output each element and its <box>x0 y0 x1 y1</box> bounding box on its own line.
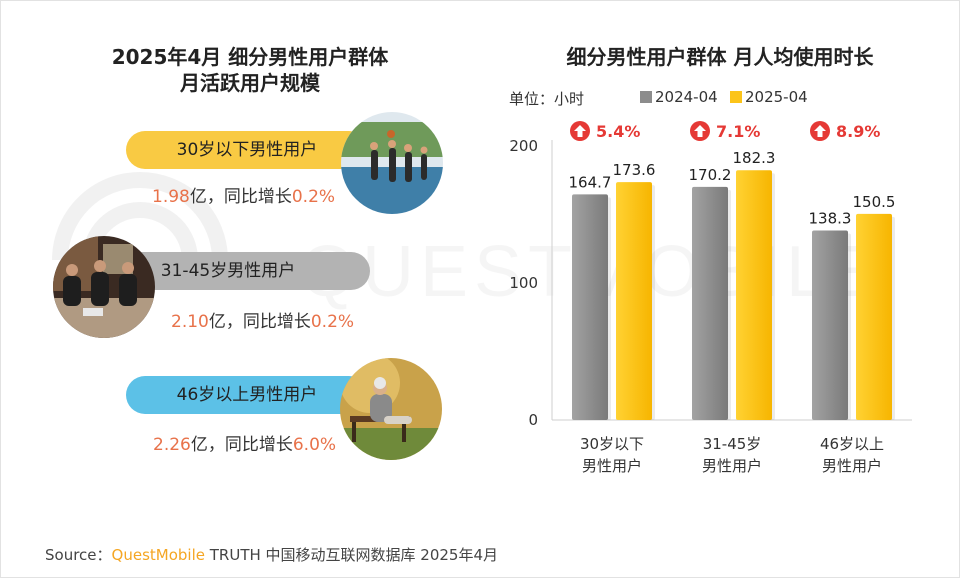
growth-arrow-icon <box>814 125 826 137</box>
business-meeting-photo <box>53 236 155 338</box>
source-note: Source：QuestMobile TRUTH 中国移动互联网数据库 2025… <box>45 544 498 565</box>
data-label: 170.2 <box>689 166 732 184</box>
x-tick-label: 31-45岁 <box>703 435 762 453</box>
mau-growth: 0.2% <box>291 187 336 207</box>
chart-title: 细分男性用户群体 月人均使用时长 <box>566 45 874 69</box>
mau-unit-text: 亿，同比增长 <box>189 187 292 207</box>
mau-growth: 0.2% <box>310 312 355 332</box>
y-tick-label: 0 <box>528 411 538 429</box>
group-pill-under30: 30岁以下男性用户 <box>126 131 368 169</box>
legend-label: 2024-04 <box>655 88 718 106</box>
group-stat-over46: 2.26亿，同比增长6.0% <box>153 434 336 456</box>
data-label: 182.3 <box>733 149 776 167</box>
data-label: 164.7 <box>569 173 612 191</box>
legend-swatch <box>730 91 742 103</box>
y-tick-label: 100 <box>509 274 538 292</box>
mau-value: 2.26 <box>153 435 191 455</box>
source-prefix: Source： <box>45 546 112 564</box>
mau-value: 2.10 <box>171 312 209 332</box>
x-tick-label: 46岁以上 <box>820 435 884 453</box>
mau-growth: 6.0% <box>292 435 337 455</box>
group-stat-31-45: 2.10亿，同比增长0.2% <box>171 311 354 333</box>
data-label: 173.6 <box>613 161 656 179</box>
growth-label: 8.9% <box>836 122 880 141</box>
legend-label: 2025-04 <box>745 88 808 106</box>
bar-2025-04 <box>616 182 652 420</box>
source-brand: QuestMobile <box>111 546 205 564</box>
bar-2024-04 <box>812 230 848 420</box>
data-label: 138.3 <box>809 210 852 228</box>
bar-2025-04 <box>856 213 892 420</box>
growth-label: 5.4% <box>596 122 640 141</box>
y-tick-label: 200 <box>509 137 538 155</box>
mau-value: 1.98 <box>152 187 190 207</box>
legend-item-2024: 2024-04 <box>640 88 718 106</box>
mau-unit-text: 亿，同比增长 <box>190 435 293 455</box>
x-tick-label: 男性用户 <box>702 457 762 475</box>
group-stat-under30: 1.98亿，同比增长0.2% <box>152 186 335 208</box>
legend-swatch <box>640 91 652 103</box>
growth-label: 7.1% <box>716 122 760 141</box>
growth-arrow-icon <box>574 125 586 137</box>
legend-item-2025: 2025-04 <box>730 88 808 106</box>
x-tick-label: 男性用户 <box>822 457 882 475</box>
left-title-line1: 2025年4月 细分男性用户群体 <box>111 45 389 69</box>
growth-arrow-icon <box>694 125 706 137</box>
bar-2024-04 <box>572 194 608 420</box>
x-tick-label: 30岁以下 <box>580 435 644 453</box>
bar-2025-04 <box>736 170 772 420</box>
bar-2024-04 <box>692 186 728 420</box>
data-label: 150.5 <box>853 193 896 211</box>
group-pill-over46: 46岁以上男性用户 <box>126 376 368 414</box>
source-rest: TRUTH 中国移动互联网数据库 2025年4月 <box>204 546 499 564</box>
left-title-line2: 月活跃用户规模 <box>180 71 320 95</box>
x-tick-label: 男性用户 <box>582 457 642 475</box>
left-panel-title: 2025年4月 细分男性用户群体 月活跃用户规模 <box>60 44 440 96</box>
mau-unit-text: 亿，同比增长 <box>208 312 311 332</box>
unit-label: 单位：小时 <box>509 90 585 108</box>
